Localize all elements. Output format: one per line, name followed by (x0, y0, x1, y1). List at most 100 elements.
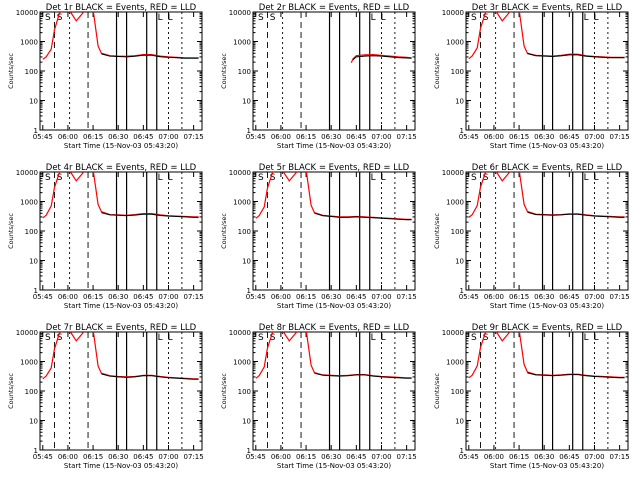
y-tick-label: 100 (451, 68, 464, 76)
time-marker-letter: S (258, 13, 264, 23)
y-tick-label: 10 (29, 98, 38, 106)
x-axis-title: Start Time (15-Nov-03 05:43:20) (490, 142, 604, 150)
panel-title: Det 6r BLACK = Events, RED = LLD (472, 163, 623, 173)
y-tick-label: 1000 (446, 199, 464, 207)
x-tick-label: 06:30 (108, 133, 128, 141)
y-axis-title: Counts/sec (7, 213, 15, 249)
y-tick-label: 1 (247, 447, 251, 455)
time-marker-letter: L (158, 173, 163, 183)
events-series-line (101, 53, 199, 59)
x-tick-label: 06:45 (559, 293, 579, 301)
y-tick-label: 10 (242, 98, 251, 106)
time-marker-letter: S (45, 333, 51, 343)
y-tick-label: 10 (455, 418, 464, 426)
x-tick-label: 06:15 (296, 133, 316, 141)
y-tick-label: 10 (455, 98, 464, 106)
y-tick-label: 1 (247, 287, 251, 295)
x-tick-label: 07:00 (158, 133, 178, 141)
plot-frame (252, 171, 416, 291)
x-tick-label: 07:15 (610, 293, 630, 301)
plot-frame (39, 11, 203, 131)
x-axis-title: Start Time (15-Nov-03 05:43:20) (277, 142, 391, 150)
time-marker-letter: L (168, 13, 173, 23)
time-marker-letter: L (381, 333, 386, 343)
time-marker-letter: L (584, 173, 589, 183)
time-marker-letter: S (57, 333, 63, 343)
x-tick-label: 05:45 (246, 293, 266, 301)
time-marker-letter: L (168, 173, 173, 183)
time-marker-letter: S (45, 13, 51, 23)
x-tick-label: 06:30 (321, 453, 341, 461)
x-tick-label: 06:45 (559, 133, 579, 141)
time-marker-letter: S (483, 173, 489, 183)
time-marker-letter: L (584, 333, 589, 343)
time-marker-letter: L (371, 173, 376, 183)
time-marker-letter: S (57, 173, 63, 183)
plot-frame (39, 331, 203, 451)
x-axis-title: Start Time (15-Nov-03 05:43:20) (64, 462, 178, 470)
x-tick-label: 06:15 (296, 293, 316, 301)
time-marker-letter: S (483, 13, 489, 23)
y-axis-title: Counts/sec (433, 373, 441, 409)
events-series-line (352, 55, 412, 61)
time-marker-letter: S (471, 13, 477, 23)
y-tick-label: 10 (242, 418, 251, 426)
y-tick-label: 100 (451, 228, 464, 236)
x-tick-label: 06:15 (83, 453, 103, 461)
panel-title: Det 5r BLACK = Events, RED = LLD (259, 163, 410, 173)
x-tick-label: 06:00 (58, 133, 78, 141)
x-tick-label: 06:45 (133, 453, 153, 461)
x-tick-label: 06:15 (509, 133, 529, 141)
detector-panel-8: Det 8r BLACK = Events, RED = LLD 1 10 100 10… (220, 323, 417, 470)
y-tick-label: 1 (34, 127, 38, 135)
detector-panel-1: Det 1r BLACK = Events, RED = LLD 1 10 100 10… (7, 3, 204, 150)
x-tick-label: 07:15 (610, 133, 630, 141)
x-tick-label: 06:45 (346, 133, 366, 141)
time-marker-letter: L (158, 333, 163, 343)
panel-title: Det 4r BLACK = Events, RED = LLD (46, 163, 197, 173)
y-tick-label: 1 (460, 287, 464, 295)
time-marker-letter: S (270, 13, 276, 23)
events-series-line (527, 372, 625, 379)
plot-frame (252, 331, 416, 451)
x-tick-label: 07:15 (184, 453, 204, 461)
lld-series-line (42, 172, 199, 219)
y-tick-label: 1000 (446, 39, 464, 47)
time-marker-letter: L (371, 13, 376, 23)
x-tick-label: 06:00 (271, 453, 291, 461)
x-tick-label: 07:00 (371, 293, 391, 301)
x-tick-label: 07:00 (584, 133, 604, 141)
x-tick-label: 07:15 (397, 133, 417, 141)
y-tick-label: 100 (25, 388, 38, 396)
lld-series-line (255, 332, 412, 379)
y-tick-label: 1000 (446, 359, 464, 367)
x-tick-label: 06:00 (271, 293, 291, 301)
y-axis-title: Counts/sec (220, 213, 228, 249)
x-tick-label: 06:30 (108, 453, 128, 461)
y-tick-label: 10000 (229, 169, 251, 177)
y-tick-label: 10000 (442, 9, 464, 17)
y-axis-title: Counts/sec (433, 213, 441, 249)
time-marker-letter: S (45, 173, 51, 183)
panel-title: Det 1r BLACK = Events, RED = LLD (46, 3, 197, 13)
panel-title: Det 7r BLACK = Events, RED = LLD (46, 323, 197, 333)
x-tick-label: 06:45 (346, 453, 366, 461)
y-tick-label: 1000 (20, 359, 38, 367)
x-axis-title: Start Time (15-Nov-03 05:43:20) (490, 462, 604, 470)
x-tick-label: 06:30 (534, 133, 554, 141)
x-tick-label: 05:45 (459, 133, 479, 141)
plot-frame (465, 171, 629, 291)
x-tick-label: 06:30 (534, 293, 554, 301)
x-tick-label: 07:00 (584, 453, 604, 461)
events-series-line (314, 372, 412, 379)
x-tick-label: 06:15 (83, 133, 103, 141)
y-axis-title: Counts/sec (433, 53, 441, 89)
x-tick-label: 06:00 (58, 453, 78, 461)
y-tick-label: 10000 (442, 329, 464, 337)
x-tick-label: 07:00 (371, 453, 391, 461)
x-tick-label: 07:15 (397, 293, 417, 301)
x-tick-label: 06:00 (484, 453, 504, 461)
y-tick-label: 10 (29, 258, 38, 266)
x-tick-label: 06:00 (271, 133, 291, 141)
time-marker-letter: L (168, 333, 173, 343)
